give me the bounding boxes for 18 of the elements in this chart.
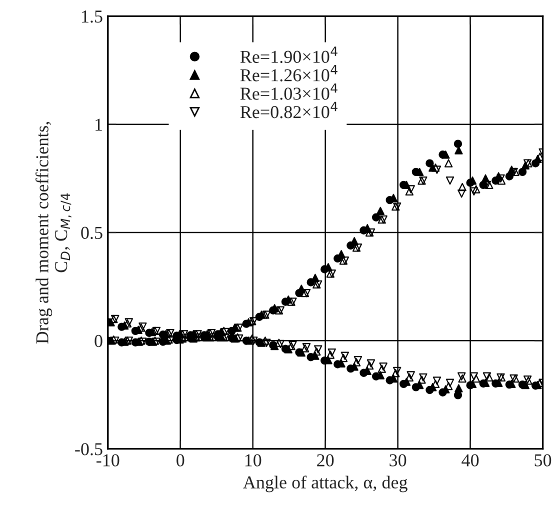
- y-tick-label: 1.5: [82, 10, 102, 23]
- legend-label: Re=1.90×10$^{4}$: [240, 46, 338, 64]
- x-tick-label: 0: [176, 454, 184, 466]
- legend-label: Re=0.82×10$^{4}$: [240, 102, 338, 118]
- x-tick-label: 50: [534, 454, 552, 466]
- y-tick-label: 0.5: [81, 226, 102, 240]
- x-tick-label: 40: [462, 454, 479, 466]
- legend-label: Re=1.03×10$^{4}$: [240, 83, 338, 100]
- x-tick-label: 30: [390, 454, 406, 466]
- y-tick-label: 1: [96, 118, 102, 131]
- x-tick-label: 10: [245, 454, 262, 466]
- legend-label: Re=1.26×10$^{4}$: [240, 65, 338, 82]
- x-tick-label: -10: [96, 454, 120, 466]
- y-tick-label: -0.5: [75, 443, 102, 456]
- x-tick-label: 20: [317, 454, 334, 466]
- y-tick-label: 0: [94, 334, 102, 348]
- x-axis-title: Angle of attack, α, deg: [243, 476, 408, 492]
- y-axis-title: Drag and moment coefficients, C$_{D}$, C$_{M,c/4}$: [36, 122, 72, 344]
